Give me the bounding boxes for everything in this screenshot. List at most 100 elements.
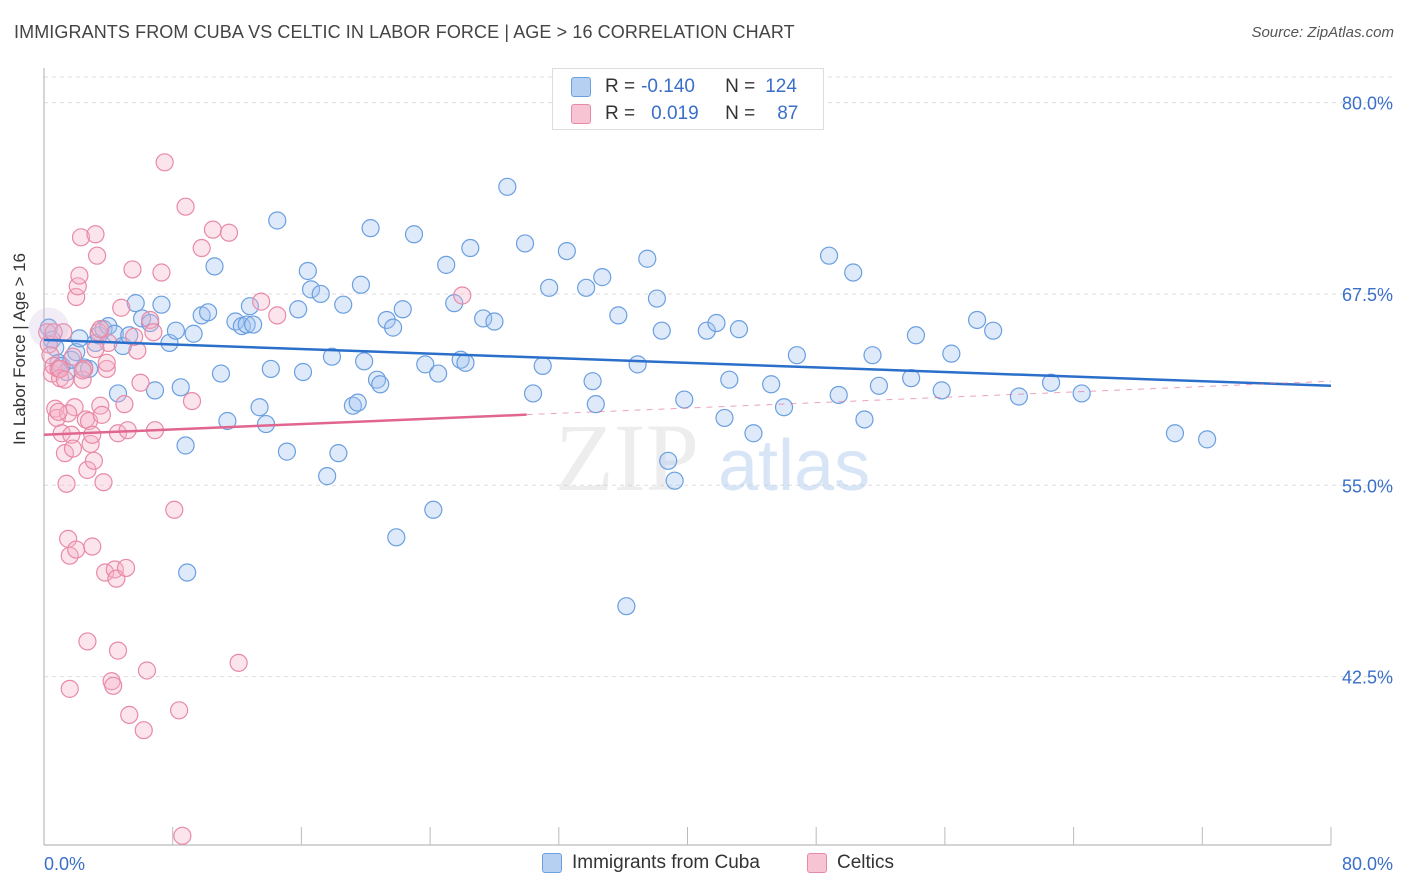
point-cuba [289,300,308,319]
point-cuba [586,395,605,414]
point-celtics [144,323,163,342]
legend-label-cuba: Immigrants from Cuba [572,852,760,873]
point-celtics [108,641,128,660]
point-cuba [638,249,657,268]
point-cuba [863,346,882,365]
point-cuba [240,297,260,316]
point-cuba [311,284,330,304]
point-celtics [97,359,116,379]
point-cuba [593,268,612,287]
point-cuba [665,471,684,490]
point-celtics [182,391,202,411]
point-cuba [387,528,406,547]
point-cuba [250,398,269,417]
point-cuba [152,295,171,314]
x-tick-label-start: 0.0% [44,854,85,874]
blue-r-label: R = [605,76,636,97]
point-cuba [617,597,636,616]
point-cuba [829,385,848,405]
point-celtics [78,632,97,651]
point-cuba [383,318,403,337]
point-cuba [437,255,456,274]
point-cuba [942,344,961,363]
point-cuba [932,381,951,400]
point-celtics [219,223,239,242]
point-cuba [474,309,493,328]
watermark-atlas: atlas [718,426,870,506]
point-cuba [557,241,576,261]
blue-n-label: N = [725,76,756,97]
point-celtics [268,306,287,325]
point-celtics [176,197,195,216]
point-celtics [115,395,134,414]
point-cuba [334,295,353,314]
point-celtics [137,661,157,680]
point-cuba [261,359,280,379]
point-cuba [166,321,186,340]
trend-line-celtics [43,413,527,437]
pink-r-value: 0.019 [651,103,699,124]
point-cuba [145,381,165,400]
point-celtics [41,346,60,365]
point-celtics [57,474,76,493]
point-cuba [184,324,203,343]
trend-line-celtics-dashed [526,380,1332,416]
point-cuba [1198,430,1217,449]
point-cuba [226,312,245,331]
point-cuba [984,321,1003,340]
y-tick-label: 55.0% [1342,476,1393,496]
point-cuba [498,177,517,196]
point-cuba [343,396,362,415]
point-celtics [152,263,171,282]
point-cuba [126,294,145,313]
point-celtics [78,460,97,480]
x-tick-label-end: 80.0% [1342,854,1393,874]
stats-legend: R = -0.140 N = 124 R = 0.019 N = 87 [552,68,824,130]
point-cuba [424,500,443,519]
point-celtics [134,721,153,740]
point-cuba [329,444,348,463]
point-cuba [540,278,559,297]
point-celtics [203,220,223,239]
trend-line-cuba [43,338,1332,388]
point-cuba [205,257,224,276]
point-cuba [301,280,321,299]
pink-n-label: N = [725,103,756,124]
y-tick-label: 42.5% [1342,668,1393,688]
cuba-swatch-icon [542,853,562,873]
y-tick-label: 80.0% [1342,94,1393,114]
y-axis-label-text: In Labor Force | Age > 16 [10,252,29,445]
pink-n-value: 87 [777,103,799,124]
point-celtics [170,701,189,720]
blue-r-value: -0.140 [641,76,695,97]
point-cuba [361,219,380,238]
point-cuba [855,410,874,429]
point-cuba [697,321,716,340]
point-cuba [416,355,435,374]
point-cuba [322,347,342,366]
point-celtics [97,353,116,372]
point-celtics [67,540,86,559]
point-cuba [628,355,647,374]
point-cuba [1072,384,1091,403]
point-celtics [116,558,136,578]
blue-n-value: 124 [765,76,797,97]
point-cuba [1009,387,1029,406]
point-cuba [720,370,739,389]
point-cuba [218,411,237,431]
point-celtics [252,292,271,311]
point-celtics [55,370,75,389]
point-celtics [112,298,131,317]
point-cuba [79,359,99,379]
point-celtics [173,826,192,845]
point-celtics [84,451,103,470]
point-cuba [393,300,412,319]
point-celtics [70,266,89,285]
point-celtics [131,373,150,392]
point-cuba [659,451,678,470]
point-cuba [429,364,448,383]
point-celtics [63,347,83,366]
point-cuba [211,364,231,383]
axes [43,68,1332,846]
